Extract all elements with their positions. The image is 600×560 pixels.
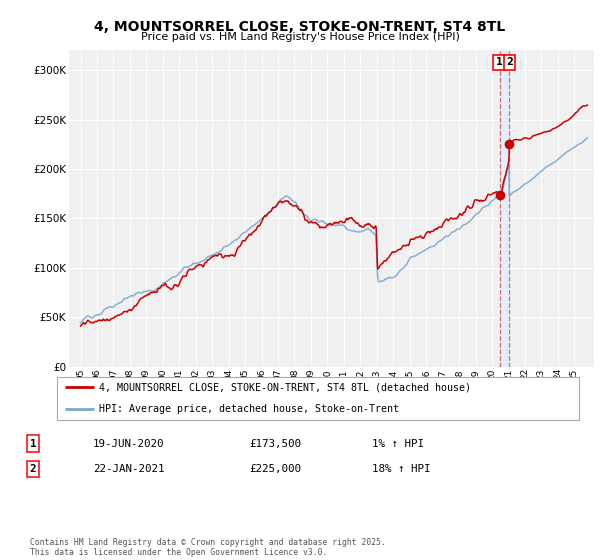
Text: £225,000: £225,000	[249, 464, 301, 474]
Text: Contains HM Land Registry data © Crown copyright and database right 2025.
This d: Contains HM Land Registry data © Crown c…	[30, 538, 386, 557]
Text: 2: 2	[506, 57, 513, 67]
Text: 1: 1	[496, 57, 503, 67]
Text: 4, MOUNTSORREL CLOSE, STOKE-ON-TRENT, ST4 8TL: 4, MOUNTSORREL CLOSE, STOKE-ON-TRENT, ST…	[94, 20, 506, 34]
Text: 4, MOUNTSORREL CLOSE, STOKE-ON-TRENT, ST4 8TL (detached house): 4, MOUNTSORREL CLOSE, STOKE-ON-TRENT, ST…	[99, 382, 471, 392]
Text: 22-JAN-2021: 22-JAN-2021	[93, 464, 164, 474]
Text: 19-JUN-2020: 19-JUN-2020	[93, 438, 164, 449]
Text: HPI: Average price, detached house, Stoke-on-Trent: HPI: Average price, detached house, Stok…	[99, 404, 399, 414]
FancyBboxPatch shape	[56, 376, 580, 420]
Text: 1: 1	[30, 438, 36, 449]
Text: Price paid vs. HM Land Registry's House Price Index (HPI): Price paid vs. HM Land Registry's House …	[140, 32, 460, 43]
Bar	[500, 50, 509, 367]
Text: 2: 2	[30, 464, 36, 474]
Text: 1% ↑ HPI: 1% ↑ HPI	[372, 438, 424, 449]
Text: £173,500: £173,500	[249, 438, 301, 449]
Text: 18% ↑ HPI: 18% ↑ HPI	[372, 464, 431, 474]
